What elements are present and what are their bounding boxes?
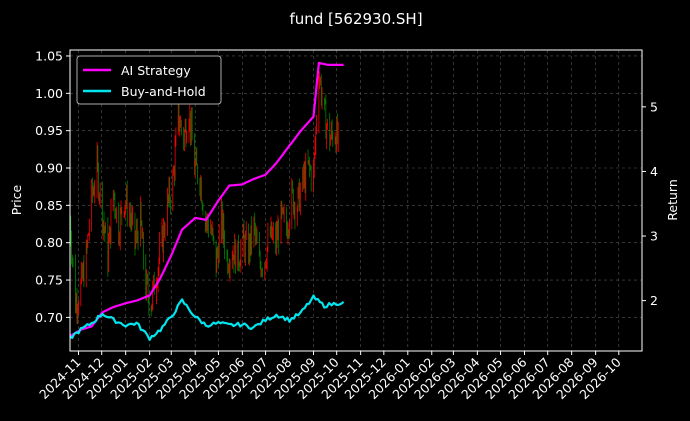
y-tick-label: 0.80: [35, 235, 63, 250]
y2-tick-label: 2: [650, 293, 658, 308]
y2-tick-label: 5: [650, 99, 658, 114]
y-tick-label: 0.90: [35, 161, 63, 176]
y2-tick-label: 3: [650, 229, 658, 244]
y-axis-right: 2 3 4 5: [642, 99, 658, 308]
buy-and-hold-line: [69, 294, 345, 341]
y-axis-left: 0.70 0.75 0.80 0.85 0.90 0.95 1.00 1.05: [35, 48, 70, 325]
ai-strategy-line: [69, 61, 344, 338]
chart-title: fund [562930.SH]: [289, 10, 422, 28]
y-tick-label: 0.85: [35, 198, 63, 213]
x-axis: 2024-112024-122025-012025-022025-032025-…: [36, 351, 624, 402]
legend: AI Strategy Buy-and-Hold: [76, 55, 222, 105]
y-tick-label: 0.95: [35, 123, 63, 138]
y-tick-label: 0.75: [35, 273, 63, 288]
y2-tick-label: 4: [650, 164, 658, 179]
y-tick-label: 0.70: [35, 310, 63, 325]
y-axis-label: Price: [9, 184, 24, 215]
legend-label-ai: AI Strategy: [121, 63, 191, 78]
y-tick-label: 1.00: [35, 86, 63, 101]
price-candles: [69, 71, 339, 325]
strategy-lines: [69, 61, 345, 341]
y2-axis-label: Return: [665, 179, 680, 220]
plot-frame: [69, 49, 643, 352]
grid: [70, 50, 642, 351]
legend-box: [76, 55, 222, 105]
y-tick-label: 1.05: [35, 48, 63, 63]
legend-label-bh: Buy-and-Hold: [121, 84, 206, 99]
